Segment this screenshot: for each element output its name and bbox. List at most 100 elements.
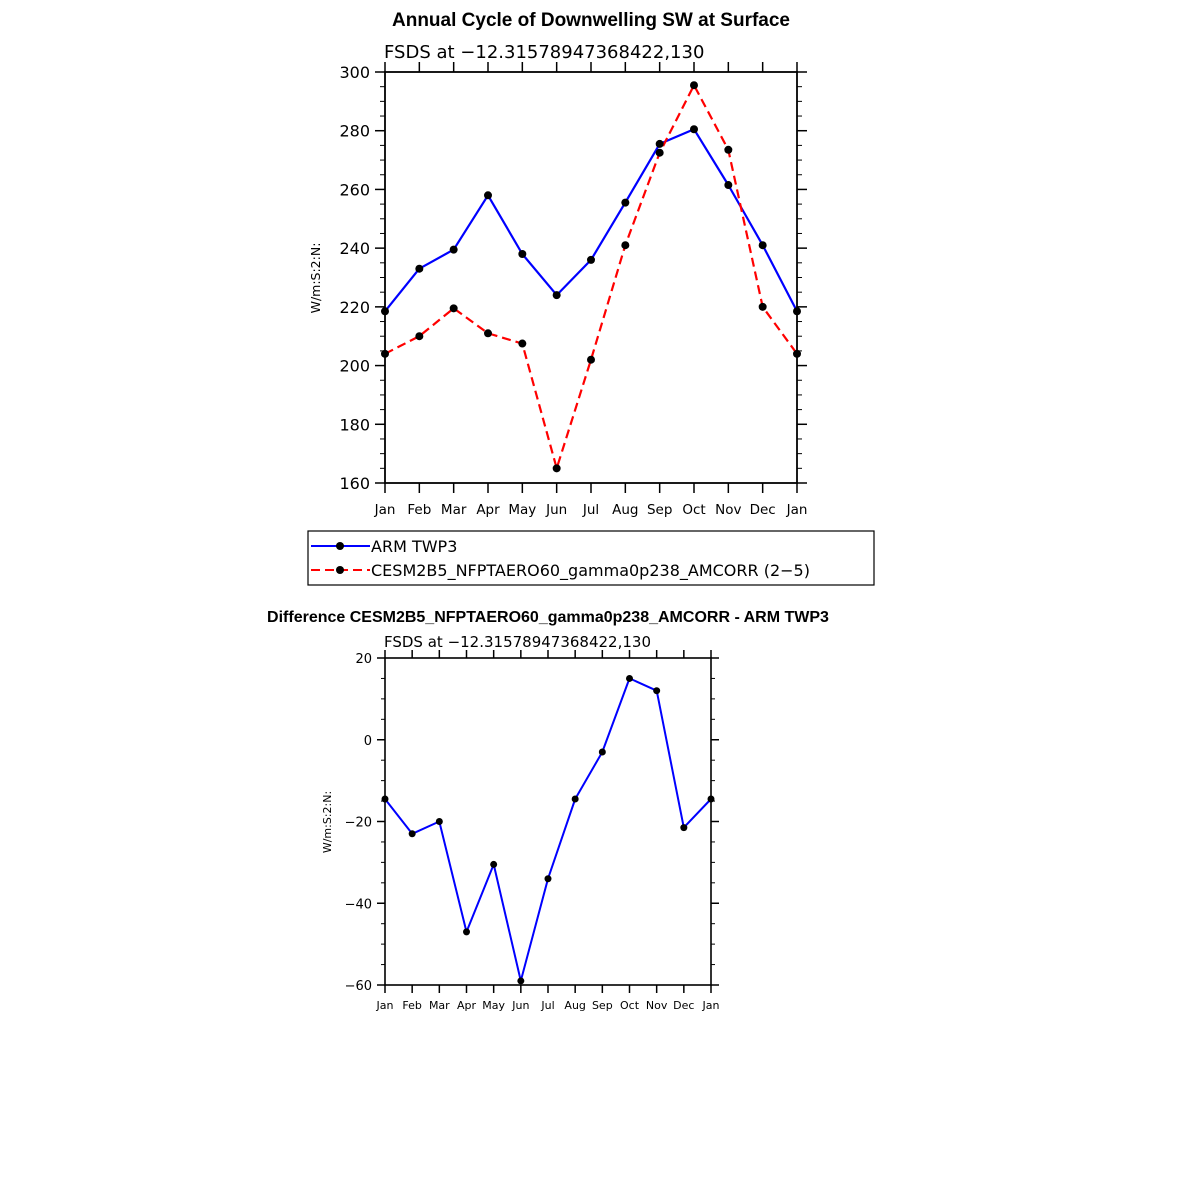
x-tick-label: May [508, 502, 536, 518]
series-line-0 [384, 128, 798, 312]
series-0-point [408, 830, 416, 838]
series-0-point [415, 264, 424, 273]
series-0-point [655, 139, 664, 148]
chart-title: Annual Cycle of Downwelling SW at Surfac… [392, 10, 790, 31]
annual-cycle-chart: Annual Cycle of Downwelling SW at Surfac… [307, 10, 875, 586]
series-1-point [793, 349, 801, 358]
y-tick-label: 20 [355, 652, 372, 667]
series-1-point [415, 332, 424, 341]
x-tick-label: Jan [786, 502, 808, 518]
difference-subtitle: FSDS at −12.31578947368422,130 [384, 633, 651, 651]
series-1-point [690, 81, 698, 90]
series-0-point [571, 795, 579, 803]
y-tick-label: 240 [339, 239, 370, 258]
x-tick-label: Dec [750, 502, 776, 518]
x-tick-label: Oct [620, 999, 640, 1012]
series-0-point [552, 291, 561, 300]
legend-box [307, 530, 875, 586]
x-tick-label: Jan [374, 502, 396, 518]
x-tick-label: Apr [476, 502, 500, 518]
y-tick-label: 220 [339, 298, 370, 317]
x-tick-label: Jan [702, 999, 720, 1012]
series-0-point [621, 198, 630, 207]
x-tick-label: Jul [582, 502, 599, 518]
x-tick-label: Nov [646, 999, 668, 1012]
difference-y-axis-ticks: −60 −40 −20 0 20 [345, 652, 719, 994]
series-layer [381, 81, 801, 473]
series-1-point [484, 329, 492, 338]
x-tick-label: Nov [715, 502, 741, 518]
difference-series-layer [381, 674, 715, 985]
x-tick-label: Apr [457, 999, 477, 1012]
x-tick-label: Mar [429, 999, 450, 1012]
legend-entry-cesm: CESM2B5_NFPTAERO60_gamma0p238_AMCORR (2−… [311, 561, 810, 581]
difference-chart: Difference CESM2B5_NFPTAERO60_gamma0p238… [267, 609, 829, 1012]
y-tick-label: −40 [345, 897, 372, 912]
series-1-point [655, 148, 664, 157]
x-axis-ticks: Jan Feb Mar Apr May Jun Jul Aug Sep Oct Nov Dec Jan [374, 62, 808, 518]
series-1-point [381, 349, 389, 358]
difference-x-axis-ticks: Jan Feb Mar Apr May Jun Jul Aug Sep Oct Nov Dec Jan [376, 650, 720, 1012]
plot-frame [384, 71, 798, 484]
series-0-point [463, 928, 470, 936]
x-tick-label: Sep [647, 502, 672, 518]
x-tick-label: Jun [545, 502, 567, 518]
series-0-point [517, 977, 525, 985]
x-tick-label: Aug [564, 999, 585, 1012]
y-tick-label: 160 [339, 474, 370, 493]
y-tick-label: 0 [364, 734, 372, 749]
series-0-point [626, 674, 633, 682]
y-tick-label: 200 [339, 357, 370, 376]
series-0-point [484, 191, 492, 200]
x-tick-label: Feb [407, 502, 431, 518]
difference-y-axis-label: W/m:S:2:N: [321, 791, 334, 853]
series-0-point [707, 795, 715, 803]
series-0-point [449, 245, 458, 254]
series-0-point [518, 250, 527, 259]
x-tick-label: Dec [673, 999, 694, 1012]
series-0-point [793, 307, 801, 316]
y-tick-label: 180 [339, 415, 370, 434]
legend-marker-cesm [336, 566, 344, 574]
chart-subtitle: FSDS at −12.31578947368422,130 [384, 42, 704, 63]
legend: ARM TWP3 CESM2B5_NFPTAERO60_gamma0p238_A… [307, 530, 875, 586]
series-0-point [381, 795, 389, 803]
legend-entry-arm: ARM TWP3 [311, 537, 457, 556]
difference-plot-frame [384, 657, 712, 986]
y-axis-label: W/m:S:2:N: [308, 243, 323, 314]
series-1-point [449, 304, 458, 313]
series-0-point [587, 255, 595, 264]
y-tick-label: −20 [345, 816, 372, 831]
difference-title: Difference CESM2B5_NFPTAERO60_gamma0p238… [267, 609, 829, 626]
series-line-1 [384, 84, 798, 470]
y-tick-label: 260 [339, 180, 370, 199]
series-1-point [587, 355, 595, 364]
x-tick-label: Sep [592, 999, 613, 1012]
series-1-point [621, 241, 630, 250]
series-0-point [680, 824, 688, 832]
series-1-point [518, 339, 527, 348]
x-tick-label: Jun [511, 999, 529, 1012]
series-1-point [758, 302, 767, 311]
y-tick-label: 280 [339, 122, 370, 141]
series-line-0 [384, 677, 712, 982]
series-0-point [544, 875, 552, 883]
series-0-point [381, 307, 389, 316]
series-0-point [435, 818, 443, 825]
y-tick-label: 300 [339, 63, 370, 82]
legend-label-arm: ARM TWP3 [371, 537, 457, 556]
series-0-point [490, 860, 498, 868]
series-0-point [653, 687, 661, 695]
x-tick-label: Aug [612, 502, 638, 518]
x-tick-label: Feb [402, 999, 421, 1012]
y-axis-ticks: 160 180 200 220 240 260 280 300 [339, 63, 807, 493]
series-0-point [598, 748, 606, 756]
legend-label-cesm: CESM2B5_NFPTAERO60_gamma0p238_AMCORR (2−… [371, 561, 810, 581]
y-tick-label: −60 [345, 979, 372, 994]
series-0-point [758, 241, 767, 250]
legend-marker-arm [336, 542, 344, 550]
series-1-point [552, 464, 561, 473]
series-0-point [724, 181, 733, 190]
series-1-point [724, 145, 733, 154]
